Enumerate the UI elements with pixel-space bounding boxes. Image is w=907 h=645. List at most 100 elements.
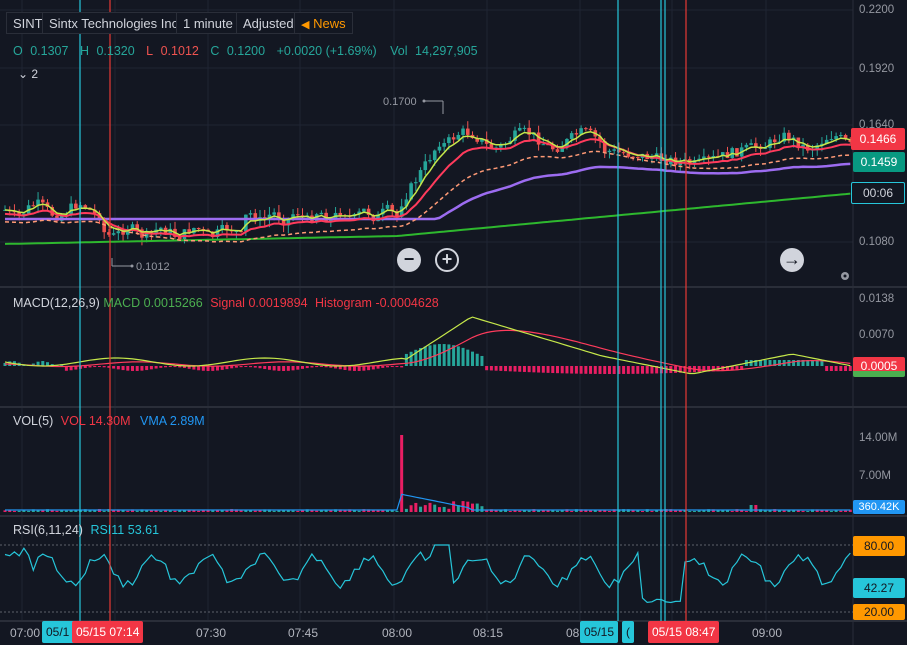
candle-body bbox=[414, 182, 418, 184]
macd-histogram-bar bbox=[702, 366, 706, 372]
macd-histogram-bar bbox=[258, 366, 262, 369]
indicator-toggle[interactable]: ⌄ 2 bbox=[18, 67, 38, 81]
candle-body bbox=[69, 203, 73, 215]
candle-body bbox=[182, 229, 187, 240]
macd-histogram-bar bbox=[69, 366, 73, 371]
macd-axis: 0.0138 0.0070 bbox=[859, 293, 894, 341]
macd-histogram-bar bbox=[811, 360, 814, 366]
macd-histogram-bar bbox=[329, 366, 333, 368]
volume-bars bbox=[3, 435, 852, 512]
volume-bar bbox=[409, 505, 413, 512]
volume-bar bbox=[291, 510, 295, 512]
candle-body bbox=[522, 127, 527, 129]
candle-body bbox=[456, 134, 461, 140]
candle-body bbox=[579, 128, 583, 135]
zoom-out-button[interactable]: − bbox=[397, 248, 421, 272]
volume-bar bbox=[711, 509, 715, 512]
macd-histogram-bar bbox=[773, 360, 777, 366]
candle-body bbox=[125, 230, 130, 235]
candle-body bbox=[484, 139, 489, 144]
macd-badge: 0.0005 bbox=[853, 357, 905, 377]
volume-bar bbox=[782, 510, 786, 512]
grid-lines bbox=[0, 0, 853, 621]
candle-body bbox=[848, 139, 853, 142]
candle-body bbox=[399, 206, 404, 217]
macd-histogram-bar bbox=[617, 366, 621, 374]
volume-bar bbox=[159, 510, 163, 512]
macd-histogram-bar bbox=[267, 366, 271, 370]
macd-histogram-bar bbox=[414, 349, 418, 366]
candle-body bbox=[787, 132, 791, 141]
volume-bar bbox=[641, 510, 644, 512]
macd-histogram-bar bbox=[296, 366, 300, 370]
macd-histogram-bar bbox=[560, 366, 564, 374]
volume-bar bbox=[485, 510, 489, 512]
volume-bar bbox=[437, 507, 441, 512]
candle-body bbox=[111, 233, 116, 235]
volume-bar bbox=[452, 501, 456, 512]
volume-bar bbox=[197, 510, 201, 512]
adjustment-pill[interactable]: Adjusted bbox=[236, 12, 301, 34]
macd-histogram-bar bbox=[777, 360, 781, 366]
macd-histogram-bar bbox=[428, 345, 432, 366]
macd-histogram-bar bbox=[291, 366, 295, 371]
high-label: H bbox=[79, 44, 89, 58]
volume-value: 14,297,905 bbox=[415, 44, 478, 58]
macd-histogram-bar bbox=[31, 363, 35, 366]
macd-histogram-bar bbox=[301, 366, 304, 369]
svg-text:0.1080: 0.1080 bbox=[859, 236, 894, 248]
volume-bar bbox=[466, 501, 470, 512]
candle-body bbox=[489, 143, 494, 149]
rsi-title: RSI(6,11,24) bbox=[13, 523, 83, 537]
macd-histogram-bar bbox=[244, 366, 248, 368]
macd-histogram-bar bbox=[286, 366, 290, 371]
volume-bar bbox=[796, 510, 800, 512]
candle-body bbox=[159, 227, 163, 230]
volume-bar bbox=[593, 510, 597, 512]
volume-bar bbox=[253, 510, 257, 512]
volume-bar bbox=[579, 509, 583, 512]
symbol-pill[interactable]: SINT bbox=[6, 12, 50, 34]
macd-histogram-bar bbox=[182, 366, 186, 369]
macd-histogram-bar bbox=[707, 366, 711, 372]
volume-bar bbox=[759, 509, 763, 512]
candle-body bbox=[300, 215, 305, 217]
volume-bar bbox=[102, 510, 106, 512]
volume-bar bbox=[688, 510, 692, 512]
volume-bar bbox=[343, 509, 347, 512]
macd-histogram-bar bbox=[763, 360, 767, 366]
volume-bar bbox=[806, 510, 810, 512]
macd-histogram-bar bbox=[556, 366, 559, 374]
candle-body bbox=[437, 146, 442, 151]
volume-bar bbox=[494, 510, 498, 512]
candle-body bbox=[465, 128, 470, 135]
volume-bar bbox=[315, 510, 319, 512]
macd-histogram-bar bbox=[697, 366, 701, 372]
macd-histogram-bar bbox=[447, 344, 451, 366]
macd-histogram-bar bbox=[220, 366, 224, 370]
candle-body bbox=[602, 140, 607, 153]
macd-legend: MACD(12,26,9) MACD 0.0015266 Signal 0.00… bbox=[13, 296, 439, 310]
candle-body bbox=[711, 156, 716, 158]
candle-body bbox=[820, 143, 824, 146]
volume-bar bbox=[12, 510, 16, 512]
candle-body bbox=[536, 132, 541, 145]
high-marker: 0.1700 bbox=[383, 96, 444, 114]
volume-bar bbox=[777, 509, 781, 512]
gear-settings-icon[interactable] bbox=[841, 272, 849, 280]
candle-body bbox=[635, 156, 640, 158]
candle-body bbox=[40, 199, 45, 203]
macd-histogram-bar bbox=[249, 366, 253, 368]
vol-label: VOL bbox=[60, 414, 86, 428]
news-pill[interactable]: ◀ News bbox=[294, 12, 353, 34]
interval-pill[interactable]: 1 minute bbox=[176, 12, 240, 34]
candle-body bbox=[754, 143, 758, 147]
macd-histogram-bar bbox=[537, 366, 541, 373]
macd-histogram-bar bbox=[839, 366, 843, 371]
zoom-in-button[interactable]: + bbox=[435, 248, 459, 272]
volume-bar bbox=[386, 510, 389, 512]
volume-bar bbox=[112, 510, 116, 512]
company-pill[interactable]: Sintx Technologies Inc bbox=[42, 12, 186, 34]
scroll-right-button[interactable]: → bbox=[780, 248, 804, 272]
